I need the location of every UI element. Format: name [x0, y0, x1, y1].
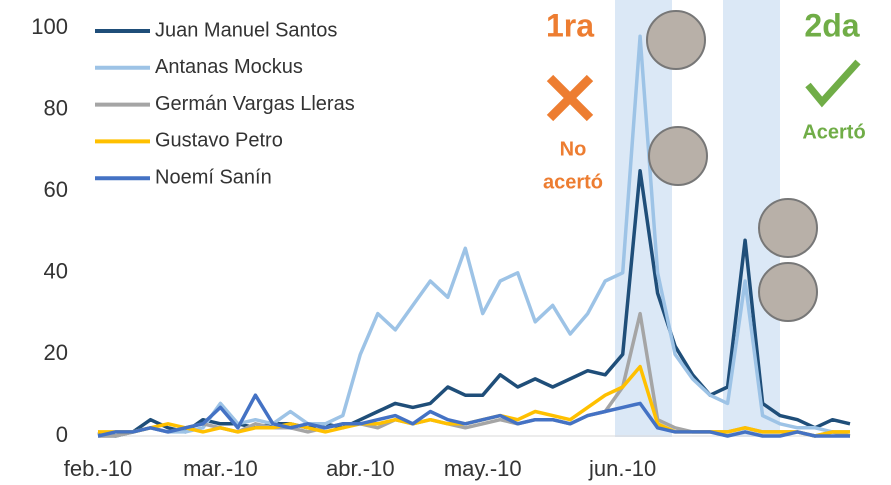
check-icon: [808, 62, 858, 102]
annotation: Acertó: [802, 121, 865, 143]
legend-label: Juan Manuel Santos: [155, 19, 337, 41]
y-tick-label: 80: [44, 95, 68, 120]
annotation: No: [560, 138, 587, 160]
cross-icon: [550, 78, 590, 118]
annotation: 1ra: [546, 7, 594, 43]
annotation: 2da: [804, 7, 859, 43]
legend-label: Germán Vargas Lleras: [155, 93, 355, 115]
x-tick-label: mar.-10: [183, 456, 258, 481]
portrait: [759, 199, 817, 257]
chart: 0 20 40 60 80 100 feb.-10 mar.-10 abr.-10 may.-10…: [0, 0, 891, 485]
legend-label: Antanas Mockus: [155, 56, 303, 78]
x-tick-label: jun.-10: [588, 456, 656, 481]
y-tick-label: 0: [56, 422, 68, 447]
legend-label: Noemí Sanín: [155, 166, 272, 188]
portrait: [649, 127, 707, 185]
legend-label: Gustavo Petro: [155, 130, 283, 152]
x-tick-label: may.-10: [444, 456, 522, 481]
portrait: [647, 11, 705, 69]
y-tick-label: 60: [44, 177, 68, 202]
x-tick-label: feb.-10: [64, 456, 133, 481]
y-tick-label: 20: [44, 340, 68, 365]
y-tick-label: 100: [31, 14, 68, 39]
y-tick-label: 40: [44, 259, 68, 284]
portrait: [759, 263, 817, 321]
x-tick-label: abr.-10: [326, 456, 395, 481]
annotation: acertó: [543, 171, 603, 193]
